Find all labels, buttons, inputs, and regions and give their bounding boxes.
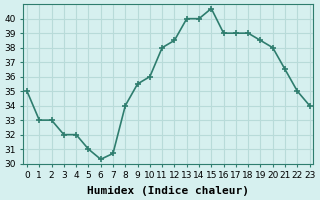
X-axis label: Humidex (Indice chaleur): Humidex (Indice chaleur): [87, 186, 249, 196]
